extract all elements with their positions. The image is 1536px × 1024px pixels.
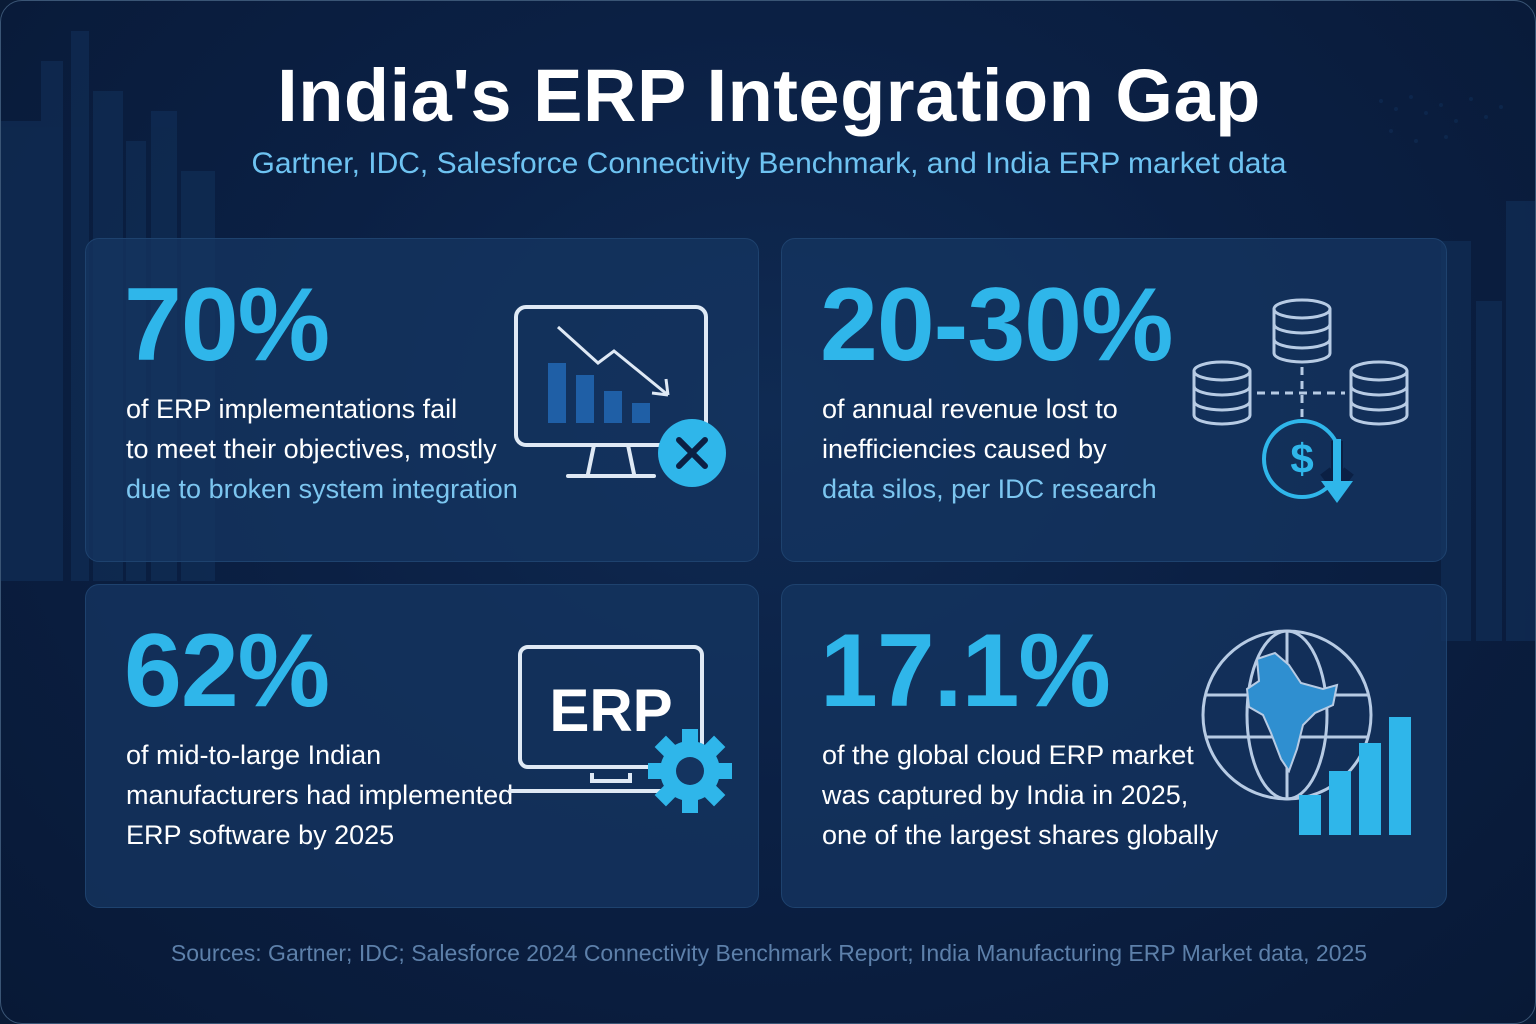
stat-card-cloud-erp-share: 17.1% of the global cloud ERP market was…: [781, 584, 1447, 908]
stat-value: 20-30%: [820, 267, 1173, 383]
description-line: was captured by India in 2025,: [822, 780, 1189, 810]
globe-india-growth-bars-icon: [1201, 629, 1411, 835]
description-line-highlight: data silos, per IDC research: [822, 474, 1157, 504]
description-line: manufacturers had implemented: [126, 780, 514, 810]
stat-description: of annual revenue lost to inefficiencies…: [822, 389, 1242, 509]
description-line-highlight: due to broken system integration: [126, 474, 518, 504]
stat-card-revenue-loss: 20-30% of annual revenue lost to ineffic…: [781, 238, 1447, 562]
description-line: inefficiencies caused by: [822, 434, 1107, 464]
description-line: to meet their objectives, mostly: [126, 434, 497, 464]
stat-description: of ERP implementations fail to meet thei…: [126, 389, 546, 509]
stat-card-erp-failures: 70% of ERP implementations fail to meet …: [85, 238, 759, 562]
svg-text:$: $: [1290, 435, 1313, 482]
page-title: India's ERP Integration Gap: [277, 54, 1261, 137]
erp-laptop-gear-icon: ERP: [508, 645, 732, 813]
erp-label: ERP: [549, 677, 672, 744]
stat-description: of the global cloud ERP market was captu…: [822, 735, 1242, 855]
stat-card-erp-adoption: 62% of mid-to-large Indian manufacturers…: [85, 584, 759, 908]
description-line: one of the largest shares globally: [822, 820, 1219, 850]
description-line: of mid-to-large Indian: [126, 740, 382, 770]
stat-value: 70%: [124, 267, 330, 383]
monitor-declining-chart-error-icon: [514, 305, 726, 487]
page-subtitle: Gartner, IDC, Salesforce Connectivity Be…: [251, 147, 1287, 180]
sources-footnote: Sources: Gartner; IDC; Salesforce 2024 C…: [170, 940, 1368, 966]
stat-value: 62%: [124, 613, 330, 729]
stat-value: 17.1%: [820, 613, 1111, 729]
stat-description: of mid-to-large Indian manufacturers had…: [126, 735, 546, 855]
description-line: of annual revenue lost to: [822, 394, 1118, 424]
description-line: ERP software by 2025: [126, 820, 395, 850]
database-silos-dollar-loss-icon: $: [1192, 298, 1409, 503]
description-line: of ERP implementations fail: [126, 394, 458, 424]
description-line: of the global cloud ERP market: [822, 740, 1194, 770]
